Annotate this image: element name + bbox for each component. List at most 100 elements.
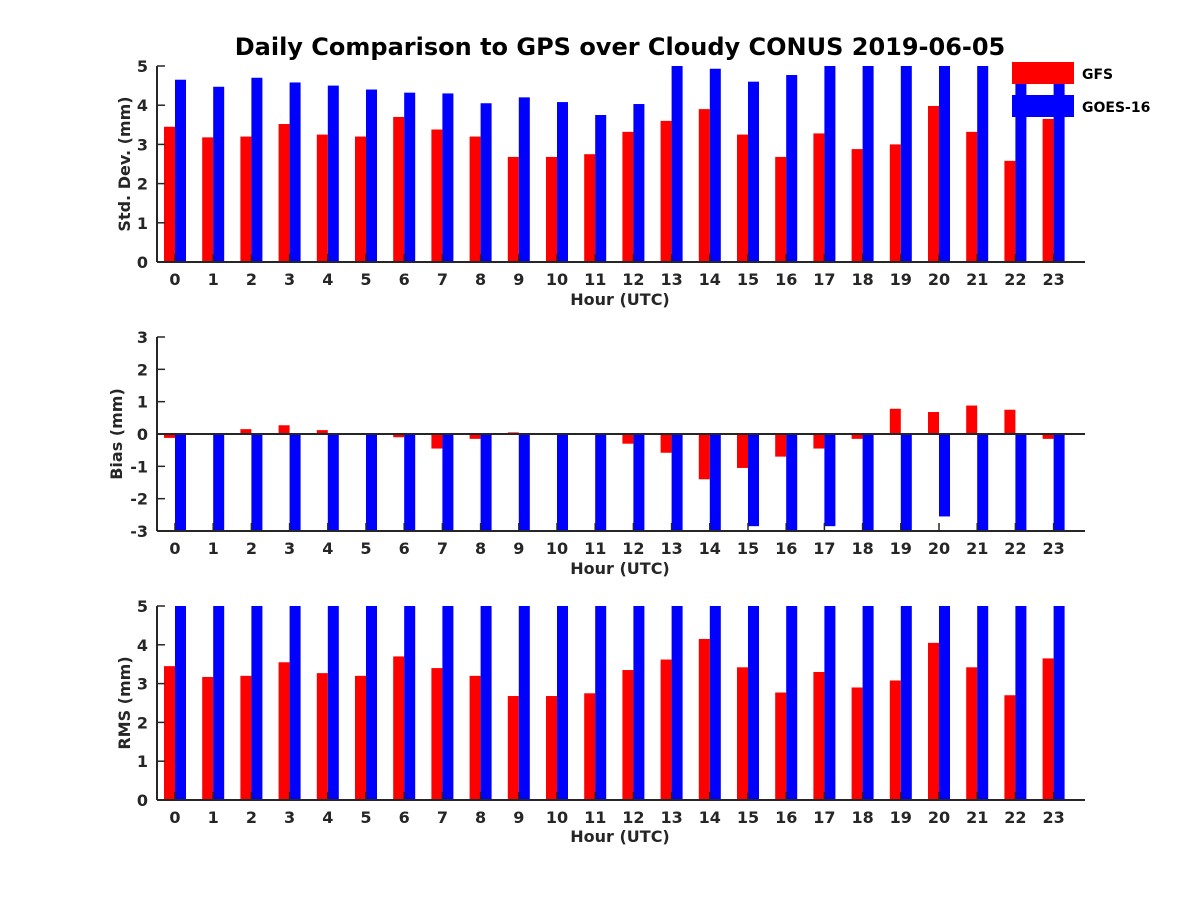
rms-bar-goes16-9 <box>518 606 530 800</box>
std-dev-xlabel: Hour (UTC) <box>570 290 670 309</box>
std-dev-bar-gfs-14 <box>698 109 710 263</box>
std-dev-x-tick-label: 11 <box>584 270 606 289</box>
bias-ylabel: Bias (mm) <box>107 388 126 480</box>
std-dev-x-tick-label: 13 <box>660 270 682 289</box>
bias-bar-gfs-14 <box>698 434 710 480</box>
bias-bar-goes16-19 <box>900 434 912 531</box>
std-dev-bar-goes16-19 <box>900 66 912 262</box>
bias-y-tick-label: -1 <box>130 457 148 476</box>
rms-bar-gfs-14 <box>698 638 710 800</box>
rms-bar-gfs-18 <box>851 687 863 800</box>
rms-xlabel: Hour (UTC) <box>570 827 670 846</box>
std-dev-bar-goes16-7 <box>442 93 454 262</box>
bias-x-tick-label: 0 <box>169 539 180 558</box>
bias-bar-gfs-17 <box>813 434 825 449</box>
bias-bar-goes16-0 <box>175 434 186 531</box>
rms-x-tick-label: 22 <box>1004 808 1026 827</box>
rms-y-tick-label: 1 <box>137 752 148 771</box>
rms-bar-gfs-11 <box>584 693 596 800</box>
rms-bar-gfs-5 <box>355 675 366 800</box>
std-dev-bar-gfs-18 <box>851 149 863 262</box>
bias-bar-goes16-13 <box>671 434 683 531</box>
std-dev-x-tick-label: 16 <box>775 270 797 289</box>
bias-bar-goes16-23 <box>1053 434 1065 531</box>
std-dev-x-tick-label: 14 <box>699 270 721 289</box>
std-dev-bar-goes16-13 <box>671 66 683 262</box>
std-dev-bar-goes16-17 <box>824 66 836 262</box>
std-dev-bar-gfs-9 <box>507 156 519 262</box>
bias-x-tick-label: 7 <box>437 539 448 558</box>
bias-x-tick-label: 17 <box>813 539 835 558</box>
bias-bar-goes16-6 <box>404 434 416 531</box>
std-dev-bar-gfs-15 <box>737 134 748 262</box>
rms-x-tick-label: 9 <box>513 808 524 827</box>
rms-y-tick-label: 4 <box>137 636 148 655</box>
bias-bar-gfs-20 <box>928 412 939 434</box>
std-dev-bar-goes16-14 <box>709 68 721 262</box>
rms-bar-goes16-14 <box>709 606 721 800</box>
std-dev-bar-goes16-15 <box>748 81 759 263</box>
bias-bar-goes16-1 <box>213 434 225 531</box>
std-dev-y-tick-label: 3 <box>137 135 148 154</box>
std-dev-bar-gfs-22 <box>1004 160 1016 262</box>
std-dev-x-tick-label: 18 <box>851 270 873 289</box>
bias-x-tick-label: 5 <box>360 539 371 558</box>
rms-bar-goes16-19 <box>900 606 912 800</box>
rms-bar-goes16-10 <box>557 606 568 800</box>
std-dev-bar-goes16-4 <box>327 85 339 262</box>
bias-bar-gfs-12 <box>622 434 634 444</box>
rms-bar-goes16-4 <box>327 606 339 800</box>
std-dev-bar-gfs-12 <box>622 131 634 262</box>
rms-bar-gfs-1 <box>202 677 214 800</box>
std-dev-bar-goes16-20 <box>939 66 950 262</box>
chart-title: Daily Comparison to GPS over Cloudy CONU… <box>235 33 1006 61</box>
std-dev-x-tick-label: 12 <box>622 270 644 289</box>
bias-bar-goes16-11 <box>595 434 607 531</box>
std-dev-bar-gfs-13 <box>660 120 672 262</box>
std-dev-x-tick-label: 1 <box>208 270 219 289</box>
rms-bar-gfs-4 <box>316 673 328 800</box>
bias-bar-goes16-4 <box>327 434 339 531</box>
std-dev-bar-goes16-10 <box>557 102 568 263</box>
std-dev-bar-goes16-11 <box>595 115 607 262</box>
bias-bar-goes16-7 <box>442 434 454 531</box>
bias-x-tick-label: 10 <box>546 539 568 558</box>
rms-bar-gfs-16 <box>775 692 787 800</box>
std-dev-bar-goes16-18 <box>862 66 874 262</box>
rms-bar-gfs-10 <box>546 696 557 800</box>
legend-swatch-gfs <box>1012 62 1074 84</box>
std-dev-bar-goes16-9 <box>518 97 530 262</box>
rms-bar-gfs-8 <box>469 675 481 800</box>
rms-bar-gfs-20 <box>928 642 939 800</box>
bias-xlabel: Hour (UTC) <box>570 559 670 578</box>
rms-bar-gfs-2 <box>240 675 252 800</box>
bias-bar-gfs-23 <box>1042 434 1054 439</box>
rms-x-tick-label: 19 <box>890 808 912 827</box>
bias-bar-gfs-8 <box>469 434 481 439</box>
bias-bar-gfs-15 <box>737 434 748 468</box>
rms-bar-goes16-2 <box>251 606 263 800</box>
rms-y-tick-label: 5 <box>137 597 148 616</box>
bias-bar-gfs-7 <box>431 434 443 449</box>
std-dev-bar-goes16-2 <box>251 77 263 262</box>
rms-x-tick-label: 1 <box>208 808 219 827</box>
bias-bar-gfs-21 <box>966 405 978 434</box>
std-dev-y-tick-label: 4 <box>137 96 148 115</box>
rms-y-tick-label: 2 <box>137 713 148 732</box>
rms-x-tick-label: 23 <box>1042 808 1064 827</box>
bias-x-tick-label: 14 <box>699 539 721 558</box>
bias-x-tick-label: 19 <box>890 539 912 558</box>
rms-x-tick-label: 10 <box>546 808 568 827</box>
rms-bar-gfs-17 <box>813 671 825 800</box>
bias-x-tick-label: 12 <box>622 539 644 558</box>
bias-y-tick-label: 1 <box>137 393 148 412</box>
bias-bar-goes16-17 <box>824 434 836 527</box>
rms-bar-gfs-13 <box>660 659 672 800</box>
rms-x-tick-label: 20 <box>928 808 950 827</box>
bias-bar-goes16-2 <box>251 434 263 531</box>
rms-x-tick-label: 18 <box>851 808 873 827</box>
std-dev-bar-goes16-0 <box>175 79 186 262</box>
std-dev-x-tick-label: 0 <box>169 270 180 289</box>
std-dev-x-tick-label: 22 <box>1004 270 1026 289</box>
